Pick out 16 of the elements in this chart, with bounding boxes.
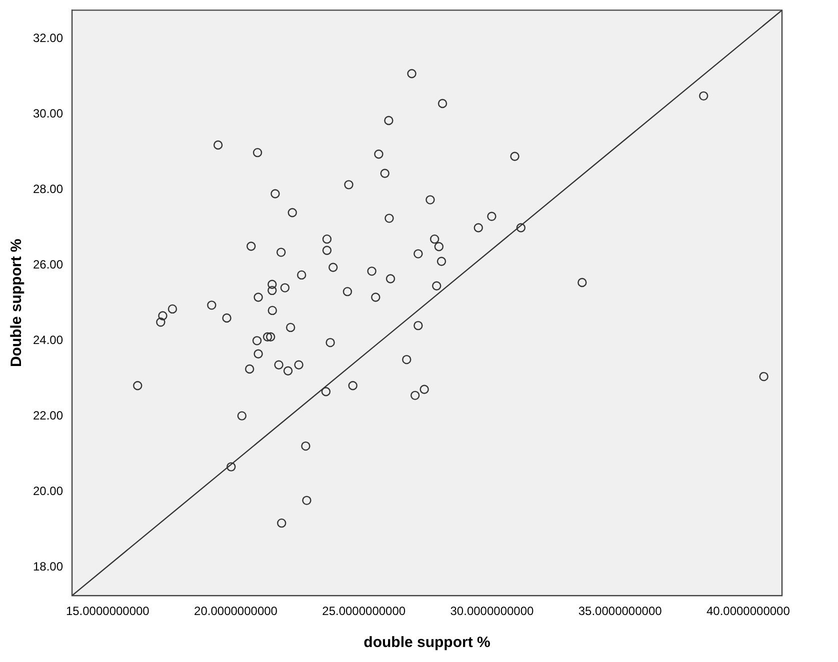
x-tick-label: 30.0000000000 bbox=[450, 604, 534, 618]
y-tick-label: 20.00 bbox=[33, 484, 64, 498]
x-tick-label: 25.0000000000 bbox=[322, 604, 406, 618]
y-tick-label: 18.00 bbox=[33, 560, 64, 574]
x-tick-label: 15.0000000000 bbox=[66, 604, 150, 618]
y-tick-label: 28.00 bbox=[33, 182, 64, 196]
y-tick-label: 24.00 bbox=[33, 332, 64, 347]
x-tick-label: 35.0000000000 bbox=[578, 604, 662, 618]
x-tick-label: 20.0000000000 bbox=[194, 604, 278, 618]
y-tick-label: 30.00 bbox=[33, 106, 64, 120]
y-tick-label: 26.00 bbox=[33, 257, 64, 272]
x-axis-title: double support % bbox=[364, 634, 490, 652]
y-tick-label: 22.00 bbox=[33, 408, 64, 423]
x-tick-label: 40.0000000000 bbox=[706, 604, 790, 618]
y-tick-label: 32.00 bbox=[33, 30, 64, 45]
y-axis-title: Double support % bbox=[8, 238, 26, 368]
